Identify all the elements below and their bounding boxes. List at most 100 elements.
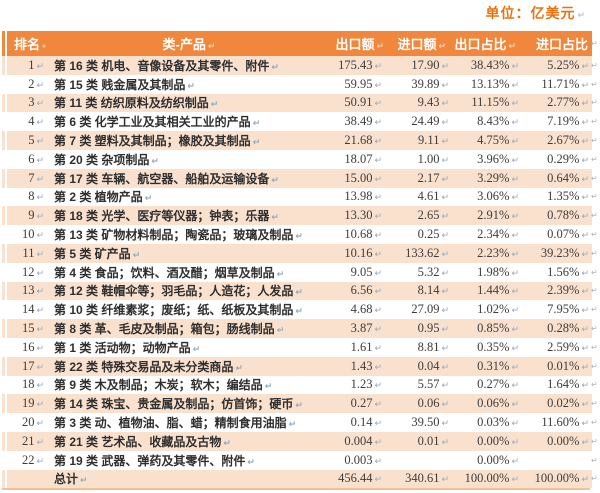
export-amount-cell: 4.68 ↵ <box>332 300 388 319</box>
import-share-cell: 7.19% ↵ <box>520 112 592 131</box>
export-amount-cell-value: 1.43 <box>350 358 373 373</box>
rank-cell-value: 1 <box>28 57 35 72</box>
row-left-sliver <box>2 74 7 94</box>
rank-cell-value: 13 <box>21 283 35 298</box>
import-share-cell: 2.67% ↵ <box>520 131 592 150</box>
line-break-mark-icon: ↵ <box>581 475 589 486</box>
line-break-mark-icon: ↵ <box>374 343 382 354</box>
line-break-mark-icon: ↵ <box>511 306 519 317</box>
import-share-cell-value: 2.59% <box>547 339 580 354</box>
import-share-cell: 2.39% ↵ <box>520 282 592 301</box>
line-break-mark-icon: ↵ <box>207 42 216 52</box>
line-break-mark-icon: ↵ <box>511 249 519 260</box>
import-amount-cell: 24.49 ↵ <box>388 112 450 131</box>
export-share-cell: 0.27% ↵ <box>450 376 520 395</box>
line-break-mark-icon: ↵ <box>36 419 44 430</box>
line-break-mark-icon: ↵ <box>441 381 449 392</box>
import-share-cell-value: 0.28% <box>547 321 580 336</box>
line-break-mark-icon: ↵ <box>581 287 589 298</box>
category-product-cell-value: 第 7 类 塑料及其制品；橡胶及其制品 <box>54 134 251 149</box>
line-break-mark-icon: ↵ <box>376 42 384 52</box>
column-header-export-amount: 出口额 ↵ <box>332 31 388 56</box>
line-break-mark-icon: ↵ <box>276 269 285 280</box>
category-product-cell-value: 第 19 类 武器、弹药及其零件、附件 <box>54 453 246 468</box>
import-share-cell-value: 2.67% <box>547 133 580 148</box>
line-break-mark-icon: ↵ <box>441 400 449 411</box>
line-break-mark-icon: ↵ <box>577 11 586 21</box>
table-header-row: 排名 ↵ 类-产品 ↵ 出口额 ↵ 进口额 ↵ 出口占比 ↵ 进口占比 <box>2 31 592 56</box>
import-amount-cell-value: 0.01 <box>417 433 440 448</box>
category-product-cell-value: 第 16 类 机电、音像设备及其零件、附件 <box>54 58 270 73</box>
row-left-sliver <box>2 206 7 226</box>
category-product-cell-value: 第 3 类 动、植物油、脂、蜡；精制食用油脂 <box>54 416 287 431</box>
import-share-cell: 0.64% ↵ <box>520 169 592 188</box>
rank-cell-value: 22 <box>21 452 35 467</box>
rank-cell-value: 5 <box>28 133 35 148</box>
import-share-cell: 2.59% ↵ <box>520 338 592 357</box>
import-amount-cell-value: 0.04 <box>417 358 440 373</box>
import-amount-cell-value: 8.81 <box>417 339 440 354</box>
row-end-mark-icon: ↵ <box>591 324 598 334</box>
line-break-mark-icon: ↵ <box>187 81 195 92</box>
line-break-mark-icon: ↵ <box>374 456 382 467</box>
table-body: 1 ↵ 第 16 类 机电、音像设备及其零件、附件 ↵ 175.43 ↵ 17.90 ↵ 38.… <box>2 56 592 489</box>
export-amount-cell-value: 0.14 <box>350 415 373 430</box>
line-break-mark-icon: ↵ <box>581 118 589 129</box>
line-break-mark-icon: ↵ <box>441 99 449 110</box>
import-share-cell: 0.01% ↵ <box>520 357 592 376</box>
line-break-mark-icon: ↵ <box>581 400 589 411</box>
row-end-mark-icon: ↵ <box>591 474 598 484</box>
line-break-mark-icon: ↵ <box>374 80 382 91</box>
row-end-mark-icon: ↵ <box>591 399 598 409</box>
row-left-sliver <box>2 431 7 451</box>
export-share-cell: 3.96% ↵ <box>450 150 520 169</box>
row-end-mark-icon: ↵ <box>591 136 598 146</box>
import-share-cell: 39.23% ↵ <box>520 244 592 263</box>
row-end-marks: ↵ ↵ ↵ ↵ ↵ ↵ ↵ ↵ ↵ ↵ ↵ ↵ ↵ ↵ ↵ ↵ ↵ ↵ ↵ ↵ ↵ ↵ ↵ ↵ <box>591 31 600 488</box>
line-break-mark-icon: ↵ <box>192 344 201 355</box>
rank-cell-value: 8 <box>28 189 35 204</box>
line-break-mark-icon: ↵ <box>511 99 519 110</box>
table-row: 18 ↵ 第 9 类 木及制品；木炭；软木；编结品 ↵ 1.23 ↵ 5.57 ↵ 0.27% ↵… <box>2 375 592 395</box>
row-end-mark-icon: ↵ <box>591 305 598 315</box>
row-end-mark-icon: ↵ <box>591 267 598 277</box>
line-break-mark-icon: ↵ <box>581 306 589 317</box>
import-amount-cell: 8.81 ↵ <box>388 338 450 357</box>
import-amount-cell-value: 39.89 <box>411 76 440 91</box>
category-product-cell-value: 第 21 类 艺术品、收藏品及古物 <box>54 434 222 449</box>
category-product-cell-value: 第 6 类 化学工业及其相关工业的产品 <box>54 115 251 130</box>
column-header-import-share: 进口占比 <box>520 31 592 56</box>
import-share-cell-value: 1.56% <box>547 264 580 279</box>
table-row: 9 ↵ 第 18 类 光学、医疗等仪器；钟表；乐器 ↵ 13.30 ↵ 2.65 ↵ 2.91%… <box>2 206 592 226</box>
table-row: 3 ↵ 第 11 类 纺织原料及纺织制品 ↵ 50.91 ↵ 9.43 ↵ 11.15% ↵ 2.7… <box>2 93 592 113</box>
line-break-mark-icon: ↵ <box>581 231 589 242</box>
line-break-mark-icon: ↵ <box>36 118 44 129</box>
export-amount-cell: 6.56 ↵ <box>332 282 388 301</box>
import-amount-cell <box>388 451 450 470</box>
import-amount-cell-value: 2.65 <box>417 208 440 223</box>
table-row: 17 ↵ 第 22 类 特殊交易品及未分类商品 ↵ 1.43 ↵ 0.04 ↵ 0.31% ↵ 0.… <box>2 356 592 376</box>
export-amount-cell: 13.30 ↵ <box>332 206 388 225</box>
export-amount-cell-value: 0.27 <box>350 396 373 411</box>
export-share-cell-value: 0.27% <box>477 377 510 392</box>
table-row: 13 ↵ 第 12 类 鞋帽伞等；羽毛品；人造花；人发品 ↵ 6.56 ↵ 8.14 ↵ 1.4… <box>2 281 592 301</box>
column-header-label: 出口占比 <box>454 37 507 52</box>
table-row: 2 ↵ 第 15 类 贱金属及其制品 ↵ 59.95 ↵ 39.89 ↵ 13.13% ↵ 11.7… <box>2 74 592 94</box>
export-share-cell: 2.34% ↵ <box>450 225 520 244</box>
export-amount-cell-value: 0.004 <box>344 433 373 448</box>
export-amount-cell-value: 13.98 <box>344 189 373 204</box>
rank-cell-value: 7 <box>28 170 35 185</box>
import-amount-cell-value: 133.62 <box>405 245 440 260</box>
line-break-mark-icon: ↵ <box>252 119 261 130</box>
line-break-mark-icon: ↵ <box>374 419 382 430</box>
line-break-mark-icon: ↵ <box>441 174 449 185</box>
rank-cell: 16 ↵ <box>7 338 46 357</box>
line-break-mark-icon: ↵ <box>581 437 589 448</box>
row-left-sliver <box>2 375 7 395</box>
export-share-cell-value: 38.43% <box>470 57 510 72</box>
row-left-sliver <box>2 112 7 132</box>
category-product-cell: 第 11 类 纺织原料及纺织制品 ↵ <box>46 94 332 113</box>
rank-cell-value: 2 <box>28 76 35 91</box>
rank-cell: 15 ↵ <box>7 319 46 338</box>
import-share-cell-value: 0.64% <box>547 170 580 185</box>
